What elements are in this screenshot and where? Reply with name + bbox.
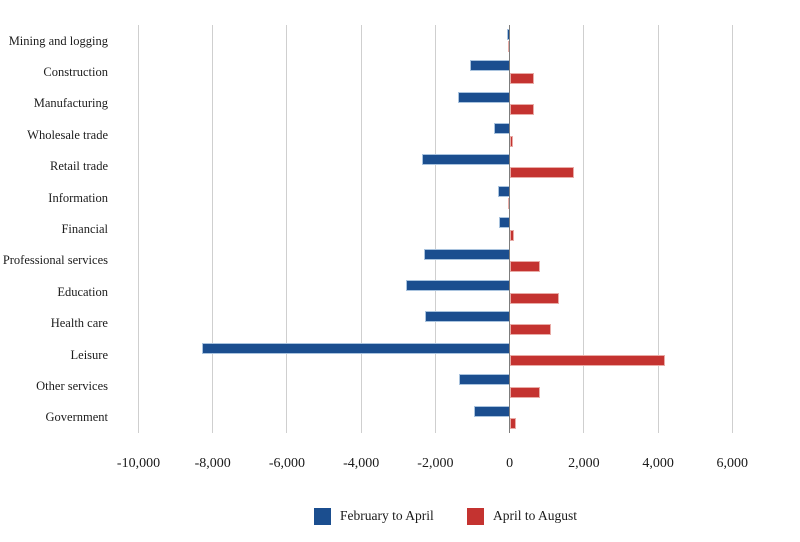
bar-february-to-april <box>425 311 510 323</box>
category-label: Retail trade <box>50 159 108 174</box>
legend-label: April to August <box>493 508 578 523</box>
category-label: Leisure <box>70 347 108 362</box>
bar-february-to-april <box>406 279 510 291</box>
legend-item: February to April <box>314 507 434 525</box>
category-label: Government <box>45 410 108 425</box>
bar-february-to-april <box>473 405 510 417</box>
category-label: Construction <box>43 65 108 80</box>
x-tick-label: 4,000 <box>642 456 674 471</box>
bar-april-to-august <box>509 355 665 367</box>
bar-april-to-august <box>509 418 516 430</box>
bar-april-to-august <box>509 323 552 335</box>
bar-february-to-april <box>201 342 510 354</box>
x-tick-label: 6,000 <box>716 456 749 471</box>
category-label: Manufacturing <box>33 96 108 111</box>
category-label: Health care <box>50 316 108 331</box>
bar-february-to-april <box>458 91 510 103</box>
legend-swatch-icon <box>467 507 484 525</box>
bar-april-to-august <box>509 292 559 304</box>
legend-label: February to April <box>340 508 434 523</box>
gridline <box>286 25 288 433</box>
legend-item: April to August <box>467 507 577 525</box>
gridline <box>360 25 362 433</box>
bar-april-to-august <box>509 167 574 179</box>
bar-april-to-august <box>509 386 541 398</box>
zero-axis-line <box>508 25 511 433</box>
x-tick-label: 2,000 <box>568 456 600 471</box>
gridline <box>583 25 585 433</box>
bar-february-to-april <box>458 374 510 386</box>
x-tick-label: -6,000 <box>268 456 306 471</box>
gridline <box>731 25 733 433</box>
x-tick-label: -4,000 <box>343 456 380 471</box>
gridline <box>212 25 214 433</box>
bar-february-to-april <box>469 60 510 72</box>
gridline <box>138 25 139 433</box>
bar-april-to-august <box>509 261 540 273</box>
gridline <box>434 25 436 433</box>
legend-swatch-icon <box>314 507 331 525</box>
category-label: Information <box>48 190 108 205</box>
category-label: Professional services <box>2 253 108 268</box>
category-label: Other services <box>36 378 108 393</box>
x-tick-label: -2,000 <box>417 456 454 471</box>
bar-april-to-august <box>509 104 534 116</box>
category-label: Wholesale trade <box>27 127 108 142</box>
x-tick-label: 0 <box>506 456 514 471</box>
x-tick-label: -10,000 <box>116 456 161 471</box>
category-label: Education <box>57 284 108 299</box>
bar-february-to-april <box>494 123 510 135</box>
gridline <box>657 25 659 433</box>
bar-april-to-august <box>509 72 534 84</box>
bar-february-to-april <box>423 248 510 260</box>
x-tick-label: -8,000 <box>194 456 231 471</box>
category-label: Financial <box>61 222 108 236</box>
bar-february-to-april <box>421 154 510 166</box>
category-label: Mining and logging <box>8 33 108 48</box>
